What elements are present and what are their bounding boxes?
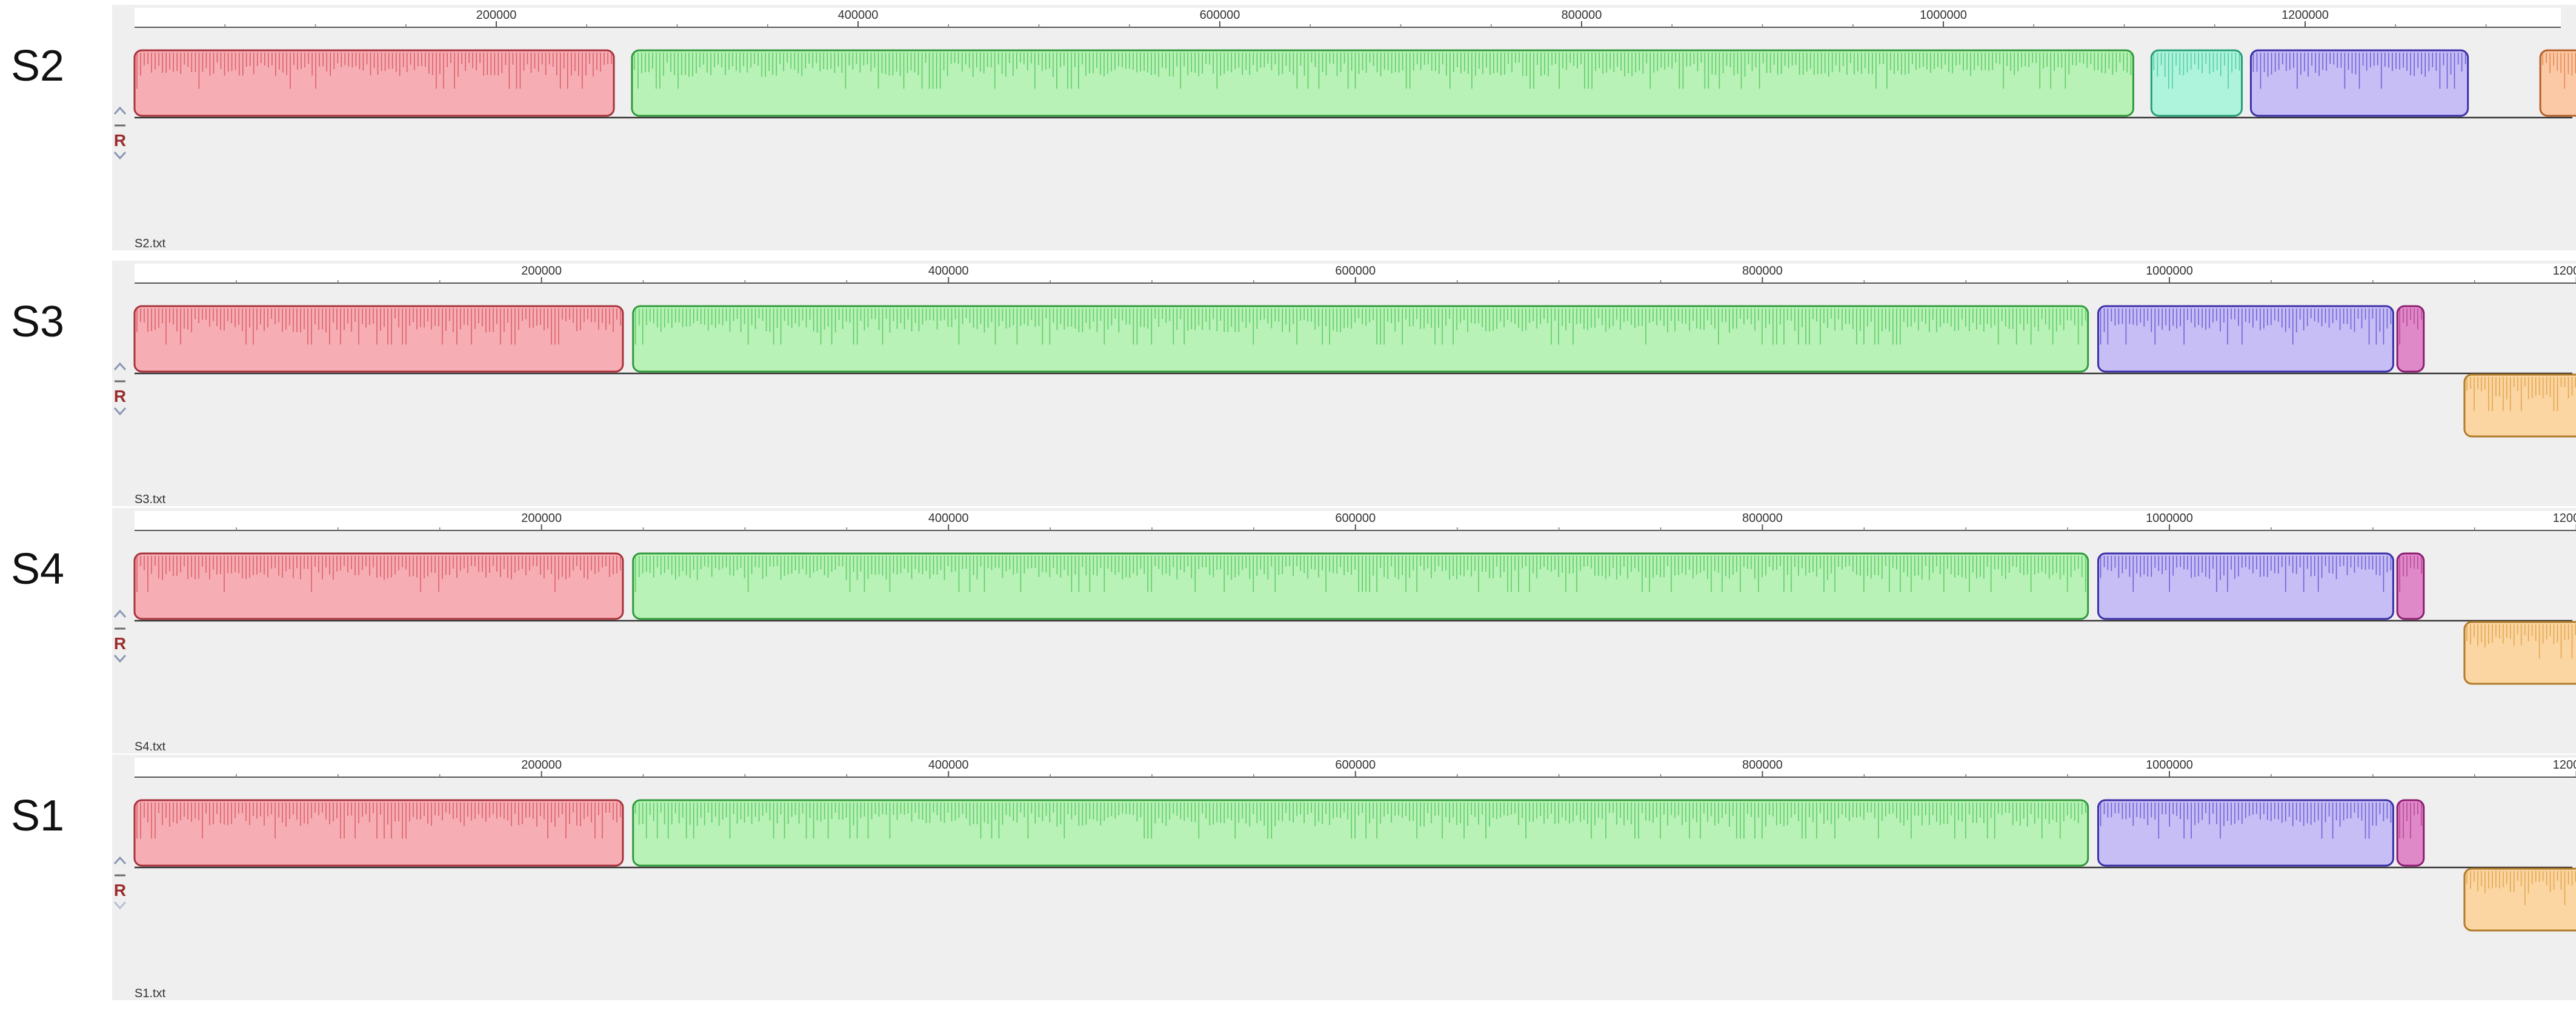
tick-label: 1000000 — [2146, 758, 2193, 772]
tick-label: 200000 — [476, 8, 517, 22]
tick-label: 200000 — [521, 512, 562, 525]
tick-label: 1200000 — [2553, 512, 2576, 525]
tick-label: 1000000 — [2146, 264, 2193, 278]
conservation-trace — [136, 53, 612, 89]
conservation-trace — [2100, 309, 2392, 345]
file-name-label: S4.txt — [135, 740, 166, 753]
reverse-strand-button[interactable]: R — [114, 387, 126, 406]
tick-label: 800000 — [1562, 8, 1602, 22]
move-up-icon[interactable] — [113, 856, 127, 865]
reverse-strand-button[interactable]: R — [114, 881, 126, 900]
conservation-trace — [634, 309, 2086, 345]
panel-s2: 2000004000006000008000001000000120000014… — [11, 5, 2576, 250]
tick-label: 600000 — [1200, 8, 1240, 22]
tick-label: 1200000 — [2553, 758, 2576, 772]
lcb-block[interactable] — [2097, 552, 2394, 620]
tick-label: 800000 — [1742, 512, 1783, 525]
tick-label: 600000 — [1335, 758, 1376, 772]
conservation-trace — [2542, 53, 2576, 89]
file-name-label: S3.txt — [135, 493, 166, 506]
tick-label: 600000 — [1335, 512, 1376, 525]
move-up-icon[interactable] — [113, 362, 127, 371]
reverse-strand-button[interactable]: R — [114, 634, 126, 653]
panel-s4: 2000004000006000008000001000000120000014… — [11, 508, 2576, 753]
conservation-trace — [2100, 556, 2392, 592]
reverse-strand-button[interactable]: R — [114, 131, 126, 150]
tick-label: 200000 — [521, 264, 562, 278]
conservation-trace — [2100, 803, 2392, 839]
tick-label: 1000000 — [2146, 512, 2193, 525]
file-name-label: S2.txt — [135, 237, 166, 250]
lcb-block[interactable] — [2539, 49, 2576, 117]
conservation-trace — [2399, 803, 2422, 839]
conservation-trace — [136, 309, 621, 345]
lcb-block[interactable] — [2097, 799, 2394, 867]
file-name-label: S1.txt — [135, 987, 166, 1000]
lcb-block[interactable] — [133, 305, 624, 373]
conservation-trace — [634, 53, 2132, 89]
genome-label: S3 — [11, 298, 64, 346]
lcb-block[interactable] — [2396, 552, 2425, 620]
conservation-trace — [634, 556, 2086, 592]
tick-label: 400000 — [928, 758, 969, 772]
conservation-trace — [136, 556, 621, 592]
tick-label: 800000 — [1742, 758, 1783, 772]
panel-background — [112, 508, 2576, 753]
tick-label: 800000 — [1742, 264, 1783, 278]
conservation-trace — [2399, 309, 2422, 345]
lcb-block[interactable] — [2396, 305, 2425, 373]
tick-label: 1200000 — [2553, 264, 2576, 278]
tick-label: 1000000 — [1920, 8, 1967, 22]
lcb-block[interactable] — [2150, 49, 2243, 117]
move-up-icon[interactable] — [113, 106, 127, 115]
conservation-trace — [2252, 53, 2466, 89]
move-down-icon[interactable] — [113, 901, 127, 910]
conservation-trace — [2153, 53, 2240, 89]
lcb-block[interactable] — [632, 305, 2089, 373]
lcb-block[interactable] — [133, 49, 615, 117]
tick-label: 600000 — [1335, 264, 1376, 278]
panel-s3: 2000004000006000008000001000000120000014… — [11, 261, 2576, 506]
conservation-trace — [136, 803, 621, 839]
move-down-icon[interactable] — [113, 654, 127, 663]
move-down-icon[interactable] — [113, 151, 127, 160]
conservation-trace — [2466, 624, 2576, 659]
tick-label: 400000 — [928, 512, 969, 525]
lcb-block[interactable] — [631, 49, 2134, 117]
lcb-block[interactable] — [632, 552, 2089, 620]
panel-background — [112, 755, 2576, 1000]
tick-label: 200000 — [521, 758, 562, 772]
panel-background — [112, 5, 2576, 250]
move-down-icon[interactable] — [113, 407, 127, 416]
genome-label: S4 — [11, 545, 64, 593]
panel-background — [112, 261, 2576, 506]
genome-label: S2 — [11, 42, 64, 90]
conservation-trace — [2399, 556, 2422, 592]
lcb-block[interactable] — [632, 799, 2089, 867]
conservation-trace — [634, 803, 2086, 839]
tick-label: 400000 — [838, 8, 879, 22]
tick-label: 1200000 — [2281, 8, 2329, 22]
lcb-block[interactable] — [2097, 305, 2394, 373]
conservation-trace — [2466, 377, 2576, 412]
genome-label: S1 — [11, 792, 64, 840]
tick-label: 400000 — [928, 264, 969, 278]
panel-s1: 2000004000006000008000001000000120000014… — [11, 755, 2576, 1000]
ruler-band — [135, 8, 2561, 27]
lcb-block[interactable] — [133, 552, 624, 620]
move-up-icon[interactable] — [113, 609, 127, 618]
conservation-trace — [2466, 871, 2576, 906]
lcb-block[interactable] — [133, 799, 624, 867]
